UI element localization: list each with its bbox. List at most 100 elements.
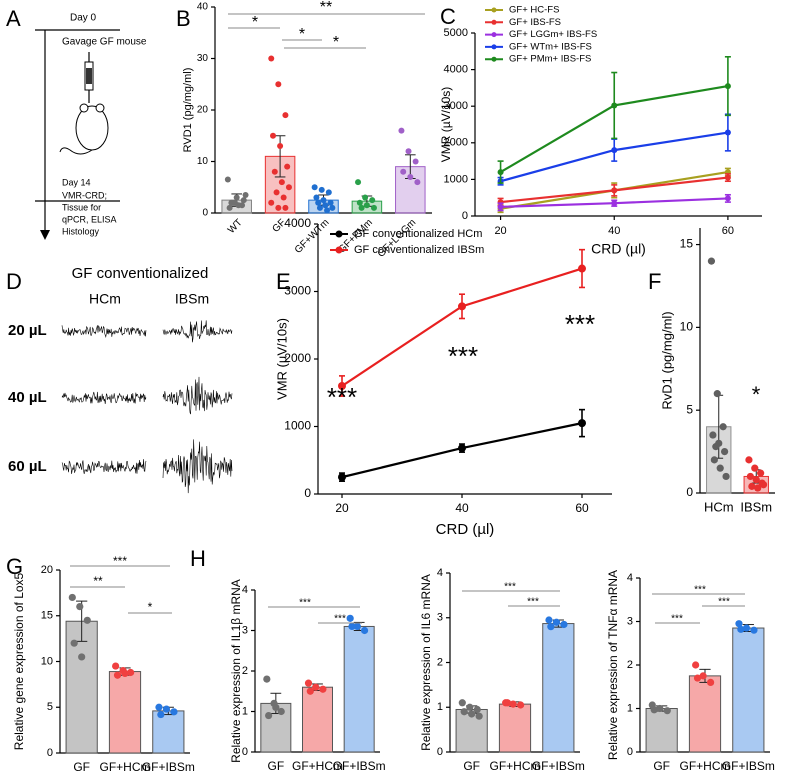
data-point [233,194,240,201]
x-axis-label: CRD (µl) [436,521,495,538]
data-point [277,143,284,150]
data-point [407,173,414,180]
data-point [272,703,280,712]
panel-label: B [176,6,191,31]
bar [645,708,678,753]
y-tick-label: 0 [242,746,248,758]
data-point [275,81,282,88]
bar [542,623,575,753]
line-marker [611,200,618,207]
data-point [348,622,356,631]
data-point [311,184,318,191]
data-point [517,701,525,709]
panel-label: D [6,269,22,294]
significance: * [148,600,153,614]
data-point [709,431,717,439]
data-point [751,464,759,472]
data-point [285,184,292,191]
y-tick-label: 3000 [444,100,468,112]
trace-row: 20 µL [8,322,47,339]
data-point [327,199,334,206]
data-point [363,202,370,209]
y-tick-label: 10 [41,655,53,667]
data-point [560,620,568,629]
data-point [268,55,275,62]
y-tick-label: 15 [41,610,53,622]
data-point [155,703,163,711]
bar [498,703,532,753]
data-point [319,685,327,693]
y-tick-label: 30 [197,53,209,64]
legend-marker [491,19,497,25]
panel-label: F [648,269,661,294]
data-point [224,176,231,183]
data-point [325,189,332,196]
x-tick-label: GF+IBSm [142,760,195,774]
data-point [545,616,553,624]
x-tick-label: HCm [704,499,734,514]
y-tick-label: 0 [627,746,633,758]
data-point [170,708,178,716]
data-point [458,699,466,707]
trace-column: IBSm [175,291,209,307]
x-tick-label: 40 [455,501,469,515]
data-point [650,706,658,714]
day14: Day 14 [62,177,91,187]
y-tick-label: 0 [202,208,208,219]
x-tick-label: GF [463,759,480,773]
step2: VMR-CRD; [62,190,107,200]
arrow-head [40,230,50,240]
data-point [329,204,336,211]
y-axis-label: Relative expression of IL1β mRNA [229,579,243,763]
data-point [692,661,700,669]
data-point [737,625,745,633]
y-tick-label: 4 [437,567,443,579]
data-point [70,639,78,647]
x-tick-label: 40 [608,225,620,237]
data-point [320,197,327,204]
y-tick-label: 1 [242,705,248,717]
data-point [735,620,743,628]
y-tick-label: 0 [437,746,443,758]
data-point [358,204,365,211]
data-point [699,672,707,680]
data-point [398,127,405,134]
data-point [414,179,421,186]
mouse-tail [59,147,93,155]
x-tick-label: IBSm [740,499,772,514]
y-tick-label: 2 [242,665,248,677]
data-point [112,662,120,670]
timeline: Day 0 Gavage GF mouse Day 14 VMR-CRD; Ti… [35,13,147,240]
trace-row: 60 µL [8,458,47,475]
data-point [284,163,291,170]
line-marker [338,473,346,482]
y-tick-label: 3000 [284,284,311,298]
y-tick-label: 10 [197,156,209,167]
bar [343,625,375,753]
data-point [412,158,419,165]
panel-label: G [6,554,23,579]
significance: * [333,34,339,51]
legend-label: GF+ LGGm+ IBS-FS [509,29,597,40]
data-point [405,148,412,155]
y-tick-label: 0 [686,485,693,499]
data-point [346,614,354,622]
data-point [475,712,483,720]
data-point [127,668,135,677]
step2: qPCR, ELISA [62,214,117,224]
panel-label: E [276,269,291,294]
significance: *** [671,614,683,625]
significance: *** [694,585,706,596]
y-axis-label: Relative gene expression of Lox5 [12,572,26,750]
y-tick-label: 2000 [444,137,468,149]
y-axis-label: VMR (µV/10s) [439,87,453,163]
legend-marker [491,7,497,13]
x-tick-label: GF [73,760,90,774]
x-tick-label: GF+HCm [100,760,151,774]
line-marker [724,174,731,181]
y-axis-label: RvD1 (pg/mg/ml) [659,311,674,409]
step1: Gavage GF mouse [62,37,147,48]
step2: Tissue for [62,202,101,212]
significance: *** [527,597,539,608]
y-axis-label: RVD1 (pg/mg/ml) [182,68,194,153]
